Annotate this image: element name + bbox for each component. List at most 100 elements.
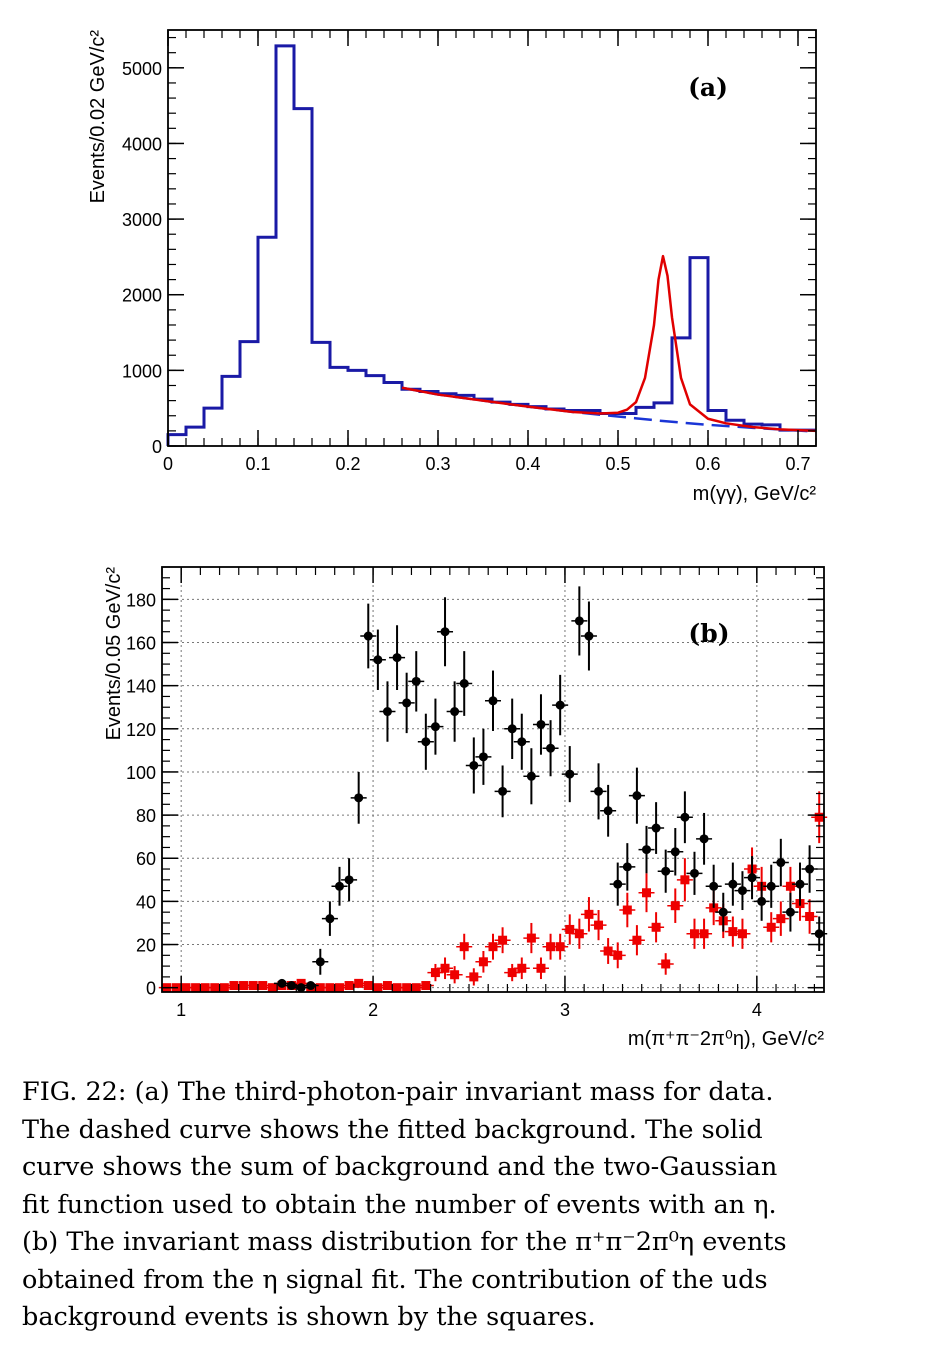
data-point bbox=[594, 786, 604, 796]
x-tick-label-b: 1 bbox=[176, 1000, 186, 1020]
chart-panel-a: 0 0.1 0.2 0.3 0.4 0.5 0.6 0.7 0 1000 2000 3000 4000 5… bbox=[87, 29, 817, 505]
y-tick-label-b: 160 bbox=[126, 634, 156, 654]
uds-background-point bbox=[699, 929, 709, 939]
uds-background-point bbox=[785, 881, 795, 891]
uds-background-point bbox=[450, 970, 460, 980]
uds-background-point bbox=[776, 914, 786, 924]
uds-background-point bbox=[229, 981, 239, 991]
uds-background-point bbox=[680, 875, 690, 885]
uds-background-point bbox=[248, 981, 258, 991]
x-tick-label-b: 3 bbox=[560, 1000, 570, 1020]
y-tick-label-a: 3000 bbox=[122, 210, 162, 230]
uds-background-point bbox=[200, 983, 210, 993]
uds-background-point bbox=[373, 983, 383, 993]
uds-background-point bbox=[210, 983, 220, 993]
y-tick-label-b: 20 bbox=[136, 936, 156, 956]
y-tick-label-a: 4000 bbox=[122, 134, 162, 154]
data-point bbox=[766, 881, 776, 891]
uds-background-point bbox=[459, 942, 469, 952]
total-fit-curve bbox=[401, 254, 817, 433]
figure-caption: FIG. 22: (a) The third-photon-pair invar… bbox=[22, 1074, 910, 1337]
data-point bbox=[795, 879, 805, 889]
x-tick-label-a: 0.6 bbox=[695, 454, 720, 474]
data-point bbox=[402, 698, 412, 708]
data-point bbox=[661, 866, 671, 876]
data-point bbox=[574, 616, 584, 626]
data-point bbox=[555, 700, 565, 710]
uds-background-point bbox=[440, 963, 450, 973]
data-point bbox=[421, 737, 431, 747]
data-point bbox=[450, 707, 460, 717]
uds-background-point bbox=[191, 983, 201, 993]
y-tick-label-a: 1000 bbox=[122, 361, 162, 381]
uds-background-point bbox=[498, 935, 508, 945]
y-axis-label-b: Events/0.05 GeV/c² bbox=[103, 567, 125, 741]
y-tick-label-b: 100 bbox=[126, 763, 156, 783]
data-point bbox=[709, 881, 719, 891]
y-tick-label-b: 120 bbox=[126, 720, 156, 740]
uds-background-point bbox=[613, 950, 623, 960]
uds-background-point bbox=[814, 812, 824, 822]
caption-line: curve shows the sum of background and th… bbox=[22, 1152, 778, 1182]
data-point bbox=[805, 864, 815, 874]
uds-background-point bbox=[766, 922, 776, 932]
uds-background-point bbox=[642, 888, 652, 898]
y-tick-label-a: 5000 bbox=[122, 59, 162, 79]
uds-background-point bbox=[469, 972, 479, 982]
data-point bbox=[363, 631, 373, 641]
data-point bbox=[296, 983, 306, 993]
x-tick-label-a: 0.7 bbox=[785, 454, 810, 474]
uds-background-point bbox=[574, 929, 584, 939]
data-point bbox=[440, 627, 450, 637]
data-point bbox=[584, 631, 594, 641]
uds-background-point bbox=[239, 981, 249, 991]
x-tick-label-a: 0.4 bbox=[515, 454, 540, 474]
data-point bbox=[277, 978, 287, 988]
y-tick-label-b: 180 bbox=[126, 590, 156, 610]
x-tick-label-a: 0.2 bbox=[335, 454, 360, 474]
data-point bbox=[565, 769, 575, 779]
data-point bbox=[459, 678, 469, 688]
data-point bbox=[354, 793, 364, 803]
caption-line: obtained from the η signal fit. The cont… bbox=[22, 1264, 768, 1295]
uds-background-point bbox=[526, 933, 536, 943]
x-axis-label-b: m(π⁺π⁻2π⁰η), GeV/c² bbox=[628, 1028, 824, 1050]
data-point bbox=[737, 886, 747, 896]
x-tick-label-a: 0 bbox=[163, 454, 173, 474]
data-point bbox=[306, 981, 316, 991]
x-tick-label-b: 2 bbox=[368, 1000, 378, 1020]
uds-background-point bbox=[392, 983, 402, 993]
histogram-steps bbox=[166, 44, 816, 446]
uds-background-point bbox=[181, 983, 191, 993]
data-point bbox=[670, 847, 680, 857]
data-point bbox=[430, 722, 440, 732]
y-tick-label-a: 0 bbox=[152, 437, 162, 457]
data-point bbox=[613, 879, 623, 889]
uds-background-point bbox=[334, 983, 344, 993]
data-point bbox=[478, 752, 488, 762]
data-point bbox=[622, 862, 632, 872]
data-point bbox=[536, 719, 546, 729]
data-point bbox=[334, 881, 344, 891]
caption-line: (b) The invariant mass distribution for … bbox=[22, 1227, 787, 1257]
uds-background-point bbox=[728, 927, 738, 937]
data-point bbox=[373, 655, 383, 665]
y-tick-label-b: 60 bbox=[136, 849, 156, 869]
caption-line: The dashed curve shows the fitted backgr… bbox=[22, 1114, 763, 1145]
x-axis-label-a: m(γγ), GeV/c² bbox=[693, 483, 817, 505]
x-tick-label-a: 0.5 bbox=[605, 454, 630, 474]
data-point bbox=[382, 707, 392, 717]
data-point bbox=[469, 760, 479, 770]
uds-background-point bbox=[507, 968, 517, 978]
y-tick-label-b: 140 bbox=[126, 677, 156, 697]
panel-label-b: (b) bbox=[688, 619, 729, 648]
data-point bbox=[392, 653, 402, 663]
uds-background-point bbox=[536, 963, 546, 973]
data-point bbox=[287, 981, 297, 991]
data-point bbox=[315, 957, 325, 967]
data-point bbox=[680, 812, 690, 822]
uds-background-point bbox=[258, 981, 268, 991]
data-point bbox=[718, 907, 728, 917]
data-point bbox=[411, 676, 421, 686]
